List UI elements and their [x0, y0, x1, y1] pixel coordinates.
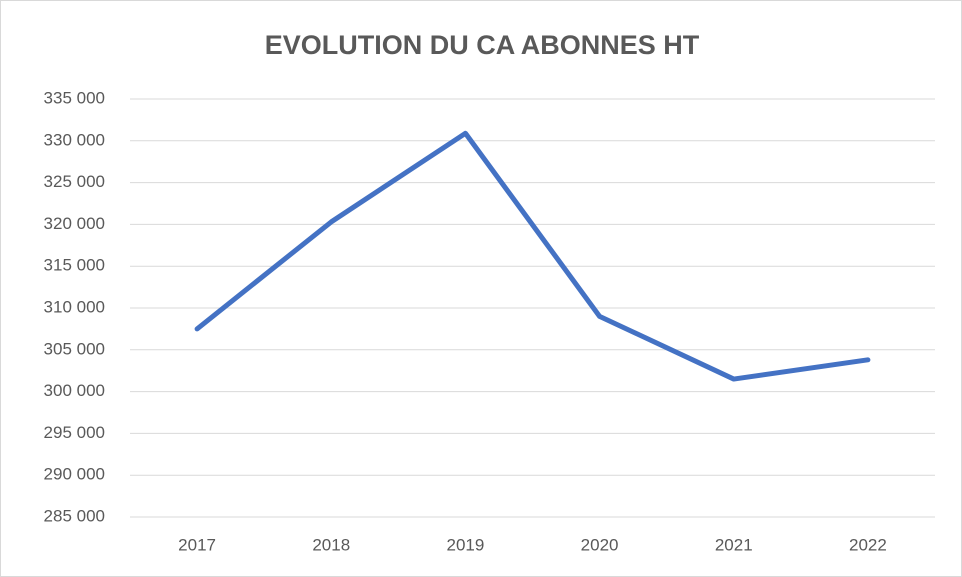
data-line [194, 130, 871, 382]
y-tick-label: 295 000 [44, 423, 105, 442]
x-tick-label: 2021 [715, 535, 753, 554]
x-tick-label: 2018 [312, 535, 350, 554]
x-tick-label: 2019 [447, 535, 485, 554]
y-tick-label: 315 000 [44, 256, 105, 275]
y-tick-label: 320 000 [44, 214, 105, 233]
y-tick-label: 285 000 [44, 506, 105, 525]
y-tick-label: 300 000 [44, 381, 105, 400]
y-tick-label: 310 000 [44, 297, 105, 316]
y-tick-label: 290 000 [44, 465, 105, 484]
chart-title: EVOLUTION DU CA ABONNES HT [265, 30, 700, 60]
x-tick-label: 2022 [849, 535, 887, 554]
x-tick-label: 2017 [178, 535, 216, 554]
x-tick-label: 2020 [581, 535, 619, 554]
y-tick-label: 325 000 [44, 172, 105, 191]
y-tick-label: 305 000 [44, 339, 105, 358]
y-tick-label: 330 000 [44, 130, 105, 149]
y-tick-label: 335 000 [44, 88, 105, 107]
